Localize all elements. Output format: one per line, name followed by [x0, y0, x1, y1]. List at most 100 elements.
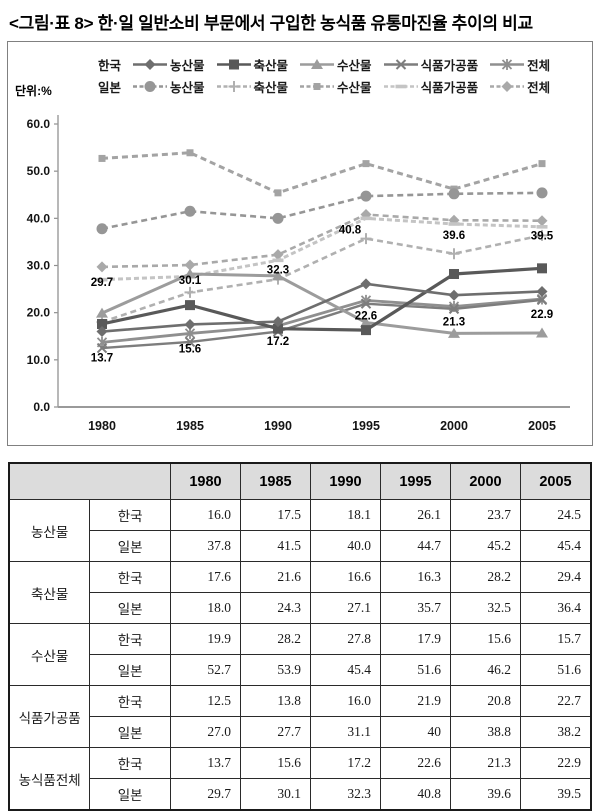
value-cell: 21.3: [450, 747, 521, 779]
legend-line-sample: [300, 59, 335, 69]
chart-legend: 한국 농산물 축산물 수산물 식품가공품 전체 일본 농산물 축산물 수산물 식품가공품 전체: [98, 55, 550, 96]
country-cell: 일본: [89, 654, 171, 686]
value-cell: 32.5: [450, 592, 521, 624]
legend-item: 농산물: [132, 55, 205, 74]
value-cell: 15.7: [520, 623, 592, 655]
legend-line-sample: [216, 81, 251, 92]
value-cell: 51.6: [380, 654, 451, 686]
table-row: 축산물 한국 17.6 21.6 16.6 16.3 28.2 29.4: [8, 561, 592, 624]
value-cell: 45.4: [520, 530, 592, 562]
value-cell: 44.7: [380, 530, 451, 562]
svg-text:1980: 1980: [88, 419, 116, 433]
svg-text:39.6: 39.6: [443, 230, 465, 242]
year-header-cell: 1980: [170, 462, 241, 500]
legend-item: 식품가공품: [383, 77, 479, 96]
legend-row-korea: 한국 농산물 축산물 수산물 식품가공품 전체: [98, 55, 550, 74]
value-cell: 16.0: [170, 499, 241, 531]
value-cell: 37.8: [170, 530, 241, 562]
svg-text:30.1: 30.1: [179, 275, 202, 287]
table-row: 일본 18.0 24.3 27.1 35.7 32.5 36.4: [9, 592, 592, 624]
category-cell: 농식품전체: [8, 747, 91, 811]
table-corner-cell: [8, 462, 171, 500]
svg-text:1985: 1985: [176, 419, 204, 433]
legend-item-label: 전체: [527, 59, 551, 73]
value-cell: 18.0: [170, 592, 241, 624]
value-cell: 21.9: [380, 685, 451, 717]
category-cell: 농산물: [8, 499, 91, 562]
value-cell: 13.7: [170, 747, 241, 779]
table-row: 농산물 한국 16.0 17.5 18.1 26.1 23.7 24.5: [8, 499, 592, 562]
country-cell: 한국: [89, 561, 171, 593]
svg-text:60.0: 60.0: [27, 117, 51, 131]
country-cell: 한국: [89, 499, 171, 531]
value-cell: 27.1: [310, 592, 381, 624]
legend-item: 축산물: [216, 77, 288, 96]
legend-item-label: 수산물: [337, 81, 372, 95]
value-cell: 22.9: [520, 747, 592, 779]
value-cell: 28.2: [240, 623, 311, 655]
data-table: 1980 1985 1990 1995 2000 2005 농산물 한국 16.0 17.5 18…: [8, 462, 592, 811]
svg-text:2005: 2005: [528, 419, 556, 433]
svg-text:30.0: 30.0: [27, 259, 51, 273]
legend-item: 수산물: [299, 77, 372, 96]
table-body: 농산물 한국 16.0 17.5 18.1 26.1 23.7 24.5 일본 37.8 41.5 4…: [8, 499, 592, 811]
value-cell: 41.5: [240, 530, 311, 562]
svg-text:17.2: 17.2: [267, 336, 289, 348]
legend-item-label: 식품가공품: [420, 81, 479, 95]
value-cell: 29.4: [520, 561, 592, 593]
legend-line-sample: [133, 59, 168, 70]
value-cell: 30.1: [240, 778, 311, 811]
table-row: 일본 37.8 41.5 40.0 44.7 45.2 45.4: [9, 530, 592, 562]
value-cell: 15.6: [450, 623, 521, 655]
value-cell: 53.9: [240, 654, 311, 686]
legend-line-sample: [490, 59, 525, 70]
legend-item: 농산물: [132, 77, 205, 96]
svg-text:32.3: 32.3: [267, 265, 289, 277]
value-cell: 27.8: [310, 623, 381, 655]
legend-row-japan: 일본 농산물 축산물 수산물 식품가공품 전체: [98, 77, 550, 96]
table-head: 1980 1985 1990 1995 2000 2005: [8, 462, 592, 500]
value-cell: 39.6: [450, 778, 521, 811]
legend-line-sample: [383, 84, 418, 89]
unit-label: 단위:%: [15, 84, 52, 98]
svg-text:13.7: 13.7: [91, 352, 113, 364]
country-cell: 일본: [89, 592, 171, 624]
value-cell: 52.7: [170, 654, 241, 686]
value-cell: 40: [380, 716, 451, 748]
value-cell: 26.1: [380, 499, 451, 531]
svg-text:50.0: 50.0: [27, 164, 51, 178]
value-cell: 46.2: [450, 654, 521, 686]
legend-line-sample: [490, 81, 525, 92]
value-cell: 32.3: [310, 778, 381, 811]
legend-country-korea: 한국: [98, 59, 122, 73]
value-cell: 13.8: [240, 685, 311, 717]
country-cell: 일본: [89, 530, 171, 562]
value-cell: 45.4: [310, 654, 381, 686]
line-chart: 0.0 10.0 20.0 30.0 40.0 50.0 60.0 1980 1985 1990 1…: [27, 115, 570, 433]
legend-item: 수산물: [299, 55, 372, 74]
table-row: 일본 27.0 27.7 31.1 40 38.8 38.2: [9, 716, 592, 748]
svg-text:39.5: 39.5: [531, 231, 554, 243]
svg-text:1995: 1995: [352, 419, 380, 433]
table-row: 일본 52.7 53.9 45.4 51.6 46.2 51.6: [9, 654, 592, 686]
country-cell: 한국: [89, 685, 171, 717]
legend-item-label: 수산물: [337, 59, 372, 73]
country-cell: 일본: [89, 716, 171, 748]
svg-text:20.0: 20.0: [27, 306, 51, 320]
value-cell: 17.2: [310, 747, 381, 779]
figure-title: <그림·표 8> 한·일 일반소비 부문에서 구입한 농식품 유통마진율 추이의…: [9, 14, 533, 33]
year-header-cell: 1990: [310, 462, 381, 500]
table-row: 농식품전체 한국 13.7 15.6 17.2 22.6 21.3 22.9: [8, 747, 592, 811]
svg-text:40.0: 40.0: [27, 211, 51, 225]
legend-item-label: 전체: [527, 81, 551, 95]
svg-text:0.0: 0.0: [33, 400, 50, 414]
value-cell: 20.8: [450, 685, 521, 717]
value-cell: 35.7: [380, 592, 451, 624]
value-cell: 28.2: [450, 561, 521, 593]
value-cell: 27.0: [170, 716, 241, 748]
value-cell: 22.7: [520, 685, 592, 717]
value-cell: 51.6: [520, 654, 592, 686]
value-cell: 31.1: [310, 716, 381, 748]
legend-line-sample: [133, 81, 168, 92]
country-cell: 한국: [89, 747, 171, 779]
